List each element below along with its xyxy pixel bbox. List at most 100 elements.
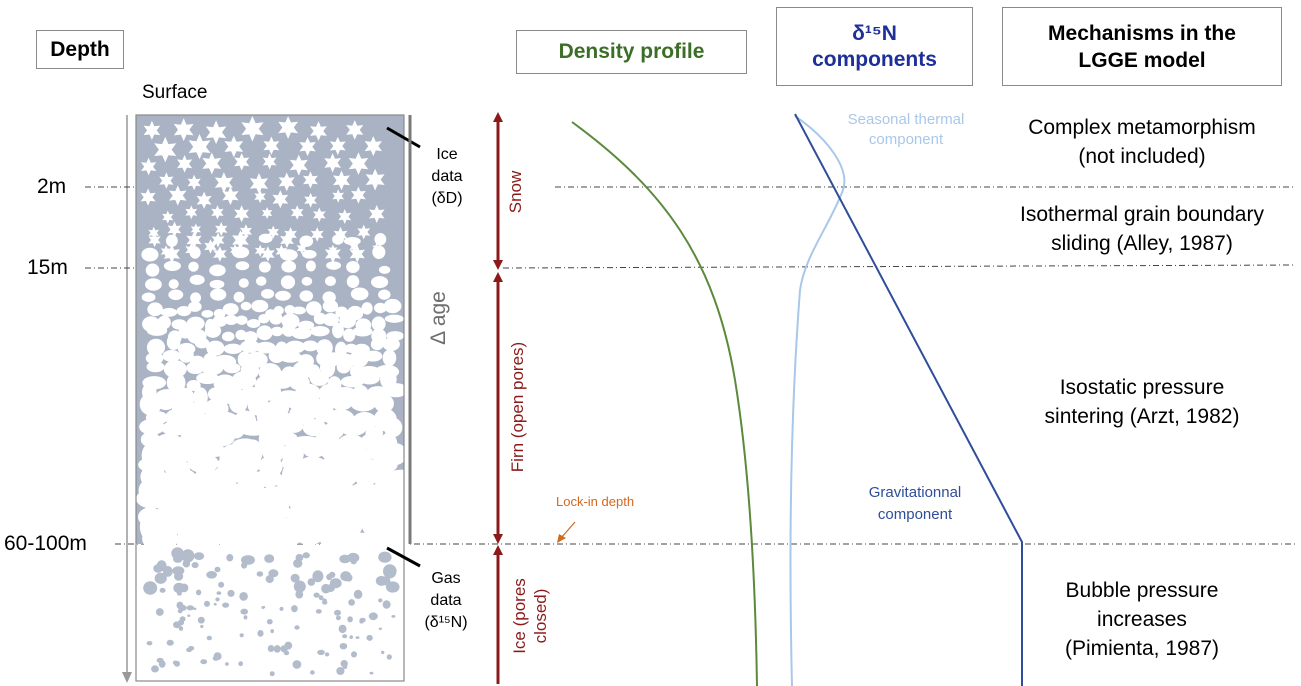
snow-crystal bbox=[263, 136, 280, 155]
snow-crystal bbox=[278, 116, 298, 139]
snow-crystal bbox=[211, 232, 225, 248]
air-bubble bbox=[279, 606, 284, 611]
firn-grain bbox=[374, 521, 412, 555]
air-bubble bbox=[213, 602, 217, 606]
snow-crystal bbox=[148, 226, 160, 239]
mechanism-4: Bubble pressure increases (Pimienta, 198… bbox=[992, 576, 1292, 663]
lock-in-arrowhead bbox=[557, 534, 566, 543]
firn-grain bbox=[235, 261, 250, 271]
air-bubble bbox=[178, 626, 184, 631]
firn-grain bbox=[382, 349, 397, 367]
firn-grain bbox=[275, 290, 291, 301]
ice-data-line1: Ice bbox=[436, 146, 458, 163]
firn-grain bbox=[224, 314, 239, 325]
firn-grain bbox=[163, 360, 187, 379]
firn-grain bbox=[162, 350, 181, 362]
firn-grain bbox=[346, 275, 360, 289]
air-bubble bbox=[313, 592, 320, 598]
mechanism-3-line2: sintering (Arzt, 1982) bbox=[1044, 405, 1240, 428]
firn-grain bbox=[186, 316, 205, 331]
air-bubble bbox=[213, 652, 222, 661]
firn-grain bbox=[240, 301, 252, 311]
firn-grain bbox=[289, 403, 316, 425]
air-bubble bbox=[295, 590, 304, 599]
snow-crystal bbox=[239, 224, 252, 239]
firn-zone-label: Firn (open pores) bbox=[508, 341, 527, 473]
snow-crystal bbox=[222, 186, 239, 206]
snow-crystal bbox=[324, 244, 341, 264]
air-bubble bbox=[257, 630, 264, 637]
seasonal-thermal-label: Seasonal thermal component bbox=[822, 110, 990, 150]
ice-zone-label: Ice (pores closed) bbox=[509, 566, 553, 666]
firn-grain bbox=[302, 443, 326, 458]
mechanism-4-line2: increases bbox=[1097, 608, 1187, 631]
snow-crystal bbox=[163, 244, 180, 264]
firn-grain bbox=[258, 233, 273, 244]
snow-crystal bbox=[224, 135, 244, 158]
gas-data-line3: (δ¹⁵N) bbox=[424, 614, 468, 631]
firn-grain bbox=[176, 305, 192, 317]
air-bubble bbox=[193, 552, 205, 560]
firn-grain bbox=[299, 235, 314, 247]
firn-grain bbox=[309, 371, 329, 386]
mechanism-2: Isothermal grain boundary sliding (Alley… bbox=[988, 200, 1296, 258]
firn-grain bbox=[285, 340, 306, 354]
firn-column bbox=[135, 114, 418, 682]
firn-grain bbox=[374, 302, 387, 314]
air-bubble bbox=[385, 581, 400, 593]
air-bubble bbox=[322, 598, 327, 603]
firn-grain bbox=[310, 325, 330, 337]
snow-crystal bbox=[167, 221, 182, 238]
air-bubble bbox=[155, 608, 164, 616]
firn-grain bbox=[330, 396, 353, 411]
snow-crystal bbox=[313, 207, 326, 223]
snow-crystal bbox=[249, 173, 269, 195]
firn-grain bbox=[240, 340, 260, 353]
firn-grain bbox=[216, 520, 248, 551]
firn-grain bbox=[296, 526, 323, 546]
snow-crystal bbox=[369, 205, 385, 223]
lock-in-arrow bbox=[560, 521, 576, 539]
air-bubble bbox=[382, 600, 391, 609]
firn-grain bbox=[370, 338, 384, 351]
depth-header-label: Depth bbox=[50, 37, 110, 61]
firn-grain bbox=[256, 325, 273, 341]
air-bubble bbox=[226, 554, 234, 562]
firn-grain bbox=[146, 361, 165, 373]
air-bubble bbox=[227, 589, 235, 597]
air-bubble bbox=[369, 671, 374, 675]
ice-data-line2: data bbox=[431, 168, 463, 185]
firn-grain bbox=[378, 289, 391, 300]
firn-grain bbox=[168, 289, 184, 301]
air-bubble bbox=[195, 589, 202, 596]
firn-grain bbox=[238, 278, 249, 288]
air-bubble bbox=[197, 616, 205, 624]
snow-crystal bbox=[284, 227, 297, 242]
firn-grain bbox=[141, 247, 159, 262]
firn-grain bbox=[281, 260, 297, 273]
firn-grain bbox=[160, 307, 178, 317]
air-bubble bbox=[355, 636, 360, 639]
snow-zone-arrow bbox=[493, 112, 503, 270]
air-bubble bbox=[312, 570, 324, 583]
grav-line1: Gravitationnal bbox=[868, 484, 962, 501]
firn-grain bbox=[346, 261, 360, 274]
depth-line-15m-right bbox=[502, 264, 1296, 269]
air-bubble bbox=[353, 589, 363, 600]
firn-grain bbox=[372, 245, 386, 259]
air-bubble bbox=[176, 601, 184, 609]
firn-grain bbox=[145, 278, 162, 291]
air-bubble bbox=[174, 572, 184, 581]
firn-grain bbox=[255, 341, 276, 354]
air-bubble bbox=[215, 597, 220, 602]
firn-grain bbox=[260, 288, 275, 299]
snow-crystal bbox=[275, 244, 288, 258]
air-bubble bbox=[261, 606, 265, 609]
lock-in-label: Lock-in depth bbox=[556, 494, 635, 509]
snow-crystal bbox=[187, 174, 201, 191]
air-bubble bbox=[383, 564, 397, 579]
snow-crystal bbox=[148, 232, 161, 248]
firn-grain bbox=[255, 276, 267, 286]
firn-grain bbox=[233, 291, 245, 303]
firn-grain bbox=[384, 314, 404, 323]
